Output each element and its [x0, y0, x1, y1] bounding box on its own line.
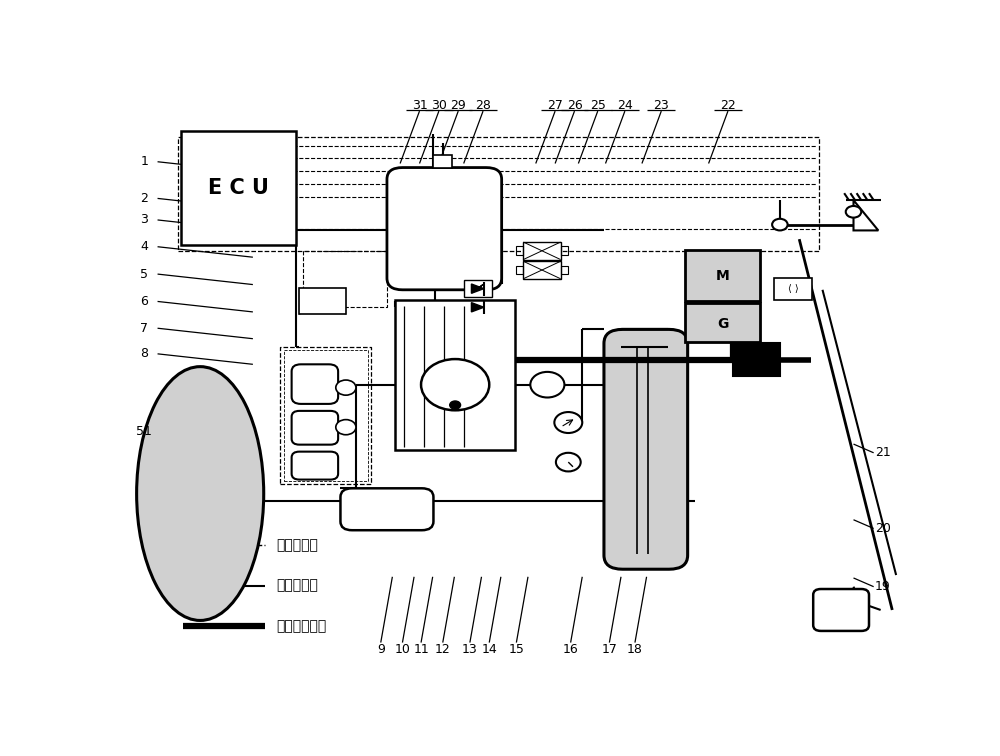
Text: 5: 5: [140, 268, 148, 280]
Bar: [181, 132, 296, 245]
FancyBboxPatch shape: [604, 330, 688, 569]
Bar: [774, 278, 812, 300]
Text: 18: 18: [627, 643, 643, 656]
Text: 8: 8: [140, 347, 148, 361]
Bar: [464, 280, 492, 297]
Bar: [433, 155, 452, 168]
Polygon shape: [854, 200, 878, 231]
Bar: [685, 250, 760, 302]
Text: 液压油传输线: 液压油传输线: [276, 619, 326, 634]
Bar: [299, 288, 346, 314]
Bar: [516, 265, 523, 274]
Ellipse shape: [137, 367, 264, 621]
Bar: [523, 242, 561, 259]
Text: 22: 22: [720, 99, 736, 113]
Circle shape: [450, 401, 461, 409]
Polygon shape: [471, 302, 484, 312]
Text: 9: 9: [377, 643, 385, 656]
Text: 31: 31: [412, 99, 427, 113]
Text: 1: 1: [140, 155, 148, 169]
Text: 4: 4: [140, 240, 148, 253]
FancyBboxPatch shape: [292, 451, 338, 479]
FancyBboxPatch shape: [387, 168, 502, 290]
Text: 51: 51: [136, 425, 152, 438]
Bar: [685, 302, 760, 342]
Text: 21: 21: [875, 446, 891, 460]
Text: 15: 15: [508, 643, 524, 656]
Text: 6: 6: [140, 295, 148, 308]
Circle shape: [772, 218, 788, 231]
Text: 2: 2: [140, 192, 148, 205]
Text: M: M: [716, 269, 729, 283]
Text: 12: 12: [435, 643, 451, 656]
Bar: [516, 246, 523, 256]
Text: 30: 30: [431, 99, 447, 113]
Circle shape: [336, 420, 356, 435]
Text: 27: 27: [547, 99, 563, 113]
Text: E C U: E C U: [208, 178, 269, 198]
Text: G: G: [717, 317, 728, 330]
Bar: [395, 300, 515, 451]
Text: 10: 10: [395, 643, 410, 656]
Text: 7: 7: [140, 322, 148, 335]
Bar: [733, 343, 780, 376]
Text: 29: 29: [450, 99, 466, 113]
Circle shape: [554, 412, 582, 433]
Text: 20: 20: [875, 522, 891, 535]
Text: 17: 17: [601, 643, 617, 656]
Text: 25: 25: [590, 99, 606, 113]
Text: 信号传输线: 信号传输线: [276, 538, 318, 552]
Text: 19: 19: [875, 580, 891, 593]
Circle shape: [530, 372, 564, 398]
Polygon shape: [471, 284, 484, 293]
Text: 23: 23: [653, 99, 669, 113]
Bar: [523, 262, 561, 279]
Bar: [561, 265, 568, 274]
Text: 13: 13: [462, 643, 478, 656]
Text: 3: 3: [140, 213, 148, 227]
Text: 16: 16: [563, 643, 578, 656]
Text: 11: 11: [413, 643, 429, 656]
FancyBboxPatch shape: [292, 364, 338, 404]
Circle shape: [846, 206, 861, 218]
FancyBboxPatch shape: [340, 488, 433, 530]
Text: 24: 24: [617, 99, 633, 113]
Text: 28: 28: [475, 99, 491, 113]
Circle shape: [336, 380, 356, 395]
Circle shape: [421, 359, 489, 411]
Bar: [561, 246, 568, 256]
Text: 14: 14: [481, 643, 497, 656]
Text: 气体传输线: 气体传输线: [276, 578, 318, 593]
Text: ⟨ ⟩: ⟨ ⟩: [788, 284, 798, 294]
Circle shape: [556, 453, 581, 472]
FancyBboxPatch shape: [813, 589, 869, 631]
Text: 26: 26: [567, 99, 582, 113]
Polygon shape: [472, 284, 483, 293]
FancyBboxPatch shape: [292, 411, 338, 445]
